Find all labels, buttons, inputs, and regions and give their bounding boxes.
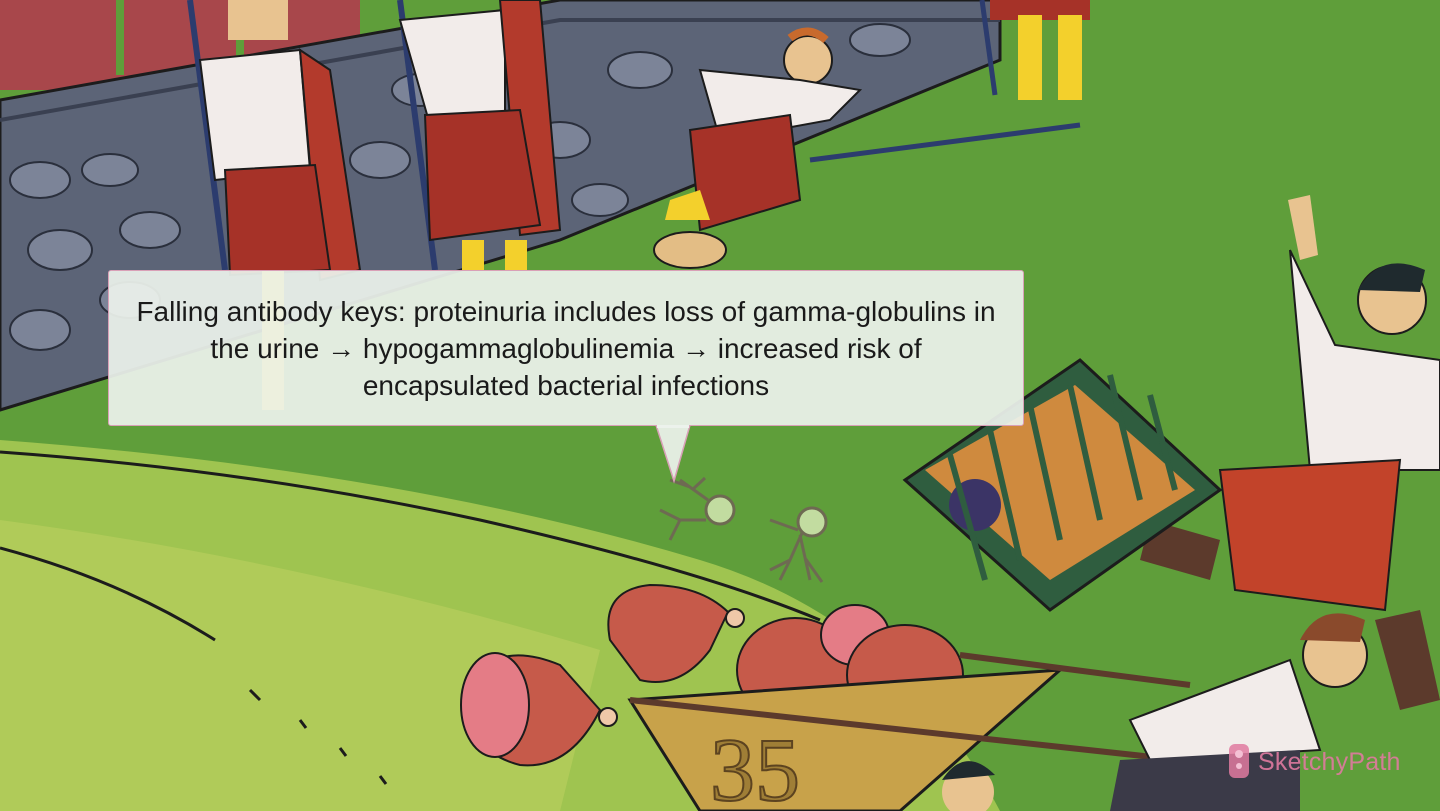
brand-name: SketchyPath bbox=[1258, 748, 1401, 777]
caption-callout: Falling antibody keys: proteinuria inclu… bbox=[108, 270, 1024, 426]
callout-pointer bbox=[655, 425, 691, 484]
guard-soldier-2 bbox=[397, 0, 562, 271]
brand-name-part2: Path bbox=[1348, 747, 1401, 776]
guard-legs bbox=[979, 0, 1090, 100]
caption-text: Falling antibody keys: proteinuria inclu… bbox=[136, 295, 996, 401]
running-man bbox=[1140, 195, 1440, 710]
cart-number-label: 35 bbox=[710, 721, 800, 811]
sketchy-logo-icon bbox=[1229, 744, 1249, 778]
brand-name-part1: Sketchy bbox=[1258, 747, 1349, 776]
guard-soldier-1 bbox=[187, 0, 362, 410]
animal-cage bbox=[902, 358, 1223, 612]
sketchypath-watermark: SketchyPath bbox=[1226, 740, 1401, 784]
wheelbarrow-cart: 35 bbox=[627, 652, 1191, 811]
antibody-keys bbox=[659, 476, 828, 583]
pushing-man bbox=[942, 613, 1368, 811]
kneeling-man bbox=[653, 27, 1081, 269]
